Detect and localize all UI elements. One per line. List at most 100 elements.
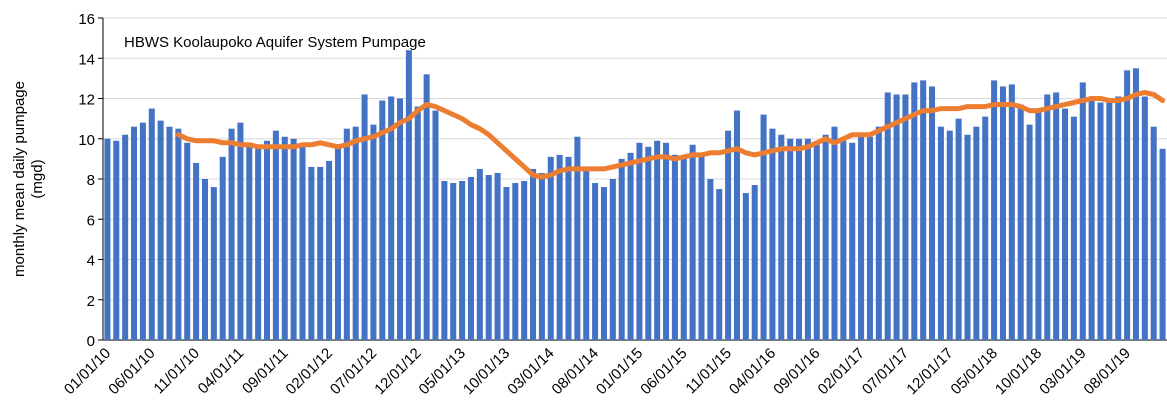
bar [600,187,607,340]
bar [574,136,581,340]
x-tick-label: 07/01/17 [859,345,912,398]
x-tick-label: 06/01/15 [637,345,690,398]
bar [840,140,847,340]
bar [1079,82,1086,341]
bar [255,148,262,340]
x-tick-label: 11/01/10 [150,345,203,398]
x-tick-label: 05/01/18 [948,345,1001,398]
bar [849,142,856,340]
bar [813,144,820,340]
bar [157,120,164,340]
bar [414,106,421,340]
bar [459,181,466,340]
x-tick-label: 10/01/13 [460,345,513,398]
bar [556,154,563,340]
bar [290,138,297,340]
moving-average-line [175,90,1166,180]
bar [822,134,829,340]
bar [370,124,377,340]
bar [1115,96,1122,340]
bar [104,138,111,340]
bar [450,183,457,340]
bar [973,126,980,340]
bar [565,156,572,340]
bar [476,168,483,340]
bar [530,168,537,340]
y-tick-label: 10 [78,132,95,149]
x-tick-label: 09/01/16 [770,345,823,398]
x-tick-label: 01/01/15 [593,345,646,398]
bar [361,94,368,340]
bar [1106,102,1113,341]
bar [219,156,226,340]
bar [521,181,528,340]
x-tick-label: 02/01/12 [283,345,336,398]
bar [911,82,918,341]
bar [1132,68,1139,340]
x-tick-label: 07/01/12 [327,345,380,398]
bar [264,140,271,340]
bar [937,126,944,340]
bar [1070,116,1077,340]
y-tick-label: 4 [87,253,95,270]
bar [326,160,333,340]
bar [831,126,838,340]
bar [733,110,740,340]
x-tick-label: 01/01/10 [61,345,114,398]
bar [538,172,545,340]
bar [131,126,138,340]
bar [1124,70,1131,340]
bar [1141,96,1148,340]
bar [627,152,634,340]
x-tick-label: 08/01/14 [549,345,602,398]
bar [760,114,767,340]
bar [920,80,927,340]
bar [866,136,873,340]
bar [210,187,217,340]
y-axis-label: (mgd) [29,159,46,198]
bar [636,142,643,340]
x-tick-label: 04/01/11 [195,345,248,398]
bar [246,142,253,340]
bar [964,134,971,340]
x-tick-label: 06/01/10 [105,345,158,398]
bar [139,122,146,341]
bar [343,128,350,340]
x-tick-label: 09/01/11 [239,345,292,398]
bar [804,138,811,340]
bar [778,134,785,340]
y-tick-label: 8 [87,172,95,189]
bar [663,142,670,340]
bar [716,189,723,340]
bar [237,122,244,341]
bar [999,86,1006,340]
bar [991,80,998,340]
bar [485,174,492,340]
bar [725,130,732,340]
bar [388,96,395,340]
bar [113,140,120,340]
bar [512,183,519,340]
y-tick-label: 14 [78,51,95,68]
bar [1044,94,1051,340]
bar [884,92,891,341]
bar [609,179,616,340]
bar [946,130,953,340]
bar [441,181,448,340]
bar [689,144,696,340]
bar [228,128,235,340]
bar [299,146,306,340]
x-tick-label: 04/01/16 [726,345,779,398]
bar [592,183,599,340]
bar [955,118,962,340]
bar [875,126,882,340]
bar [645,146,652,340]
x-tick-label: 11/01/15 [682,345,735,398]
bar [742,193,749,340]
bar [467,176,474,340]
bar [929,86,936,340]
x-tick-label: 08/01/19 [1081,345,1134,398]
bar [796,138,803,340]
bar [671,154,678,340]
